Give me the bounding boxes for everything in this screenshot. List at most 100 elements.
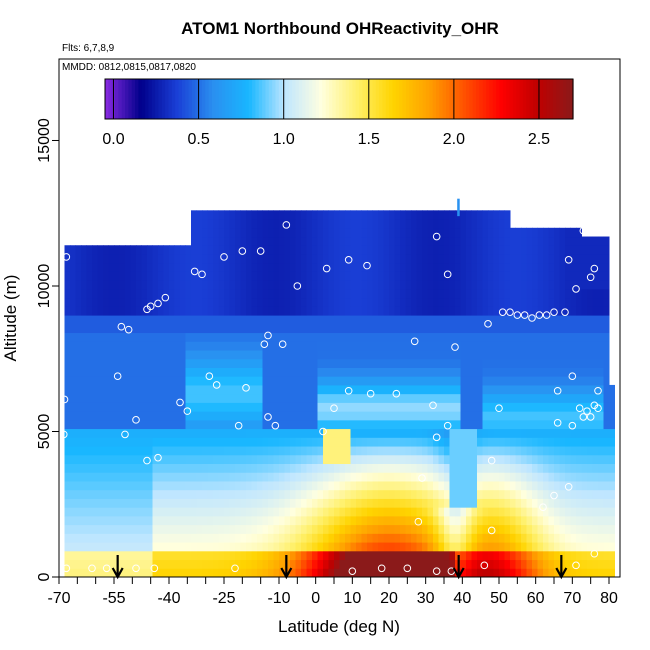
heatmap-cell [548, 498, 555, 508]
heatmap-cell [361, 498, 368, 508]
heatmap-cell [257, 446, 263, 456]
profile-point [377, 564, 386, 573]
heatmap-cell [559, 446, 566, 456]
heatmap-cell [334, 446, 340, 456]
heatmap-cell [64, 358, 71, 368]
heatmap-cell [471, 463, 478, 473]
heatmap-cell [207, 550, 214, 561]
heatmap-cell [262, 480, 269, 491]
heatmap-cell [257, 480, 263, 491]
heatmap-cell [246, 454, 252, 465]
heatmap-cell [202, 227, 208, 238]
heatmap-cell [235, 568, 241, 577]
heatmap-cell [251, 419, 258, 430]
heatmap-cell [372, 550, 379, 561]
heatmap-cell [455, 262, 461, 272]
heatmap-cell [119, 271, 126, 281]
heatmap-cell [416, 253, 423, 264]
heatmap-cell [444, 253, 450, 264]
heatmap-cell [70, 280, 76, 290]
heatmap-cell [312, 446, 318, 456]
profile-point [146, 302, 155, 311]
heatmap-cell [306, 280, 313, 290]
heatmap-cell [422, 315, 428, 325]
heatmap-cell [64, 568, 71, 577]
heatmap-cell [196, 402, 203, 412]
heatmap-cell [141, 559, 148, 569]
heatmap-cell [119, 472, 126, 482]
heatmap-cell [598, 341, 604, 351]
heatmap-cell [339, 262, 346, 272]
heatmap-cell [565, 280, 571, 290]
heatmap-cell [328, 376, 335, 386]
heatmap-cell [125, 315, 131, 325]
heatmap-cell [169, 306, 175, 316]
heatmap-cell [334, 350, 340, 360]
heatmap-cell [581, 280, 588, 290]
heatmap-cell [301, 480, 307, 491]
heatmap-cell [460, 498, 467, 508]
heatmap-cell [515, 271, 522, 281]
heatmap-cell [97, 498, 104, 508]
heatmap-cell [306, 472, 313, 482]
heatmap-cell [466, 524, 472, 534]
heatmap-cell [163, 306, 170, 316]
heatmap-cell [405, 315, 412, 325]
heatmap-cell [312, 437, 318, 447]
heatmap-cell [290, 288, 296, 299]
heatmap-cell [158, 498, 164, 508]
heatmap-cell [493, 507, 500, 517]
heatmap-cell [361, 219, 368, 229]
heatmap-cell [114, 376, 120, 386]
heatmap-cell [581, 498, 588, 508]
heatmap-cell [81, 402, 87, 412]
heatmap-cell [262, 446, 269, 456]
heatmap-cell [466, 358, 472, 368]
colorbar-swatch [429, 79, 434, 119]
heatmap-cell [493, 288, 500, 299]
heatmap-cell [262, 428, 269, 438]
heatmap-cell [411, 559, 417, 569]
heatmap-cell [103, 411, 109, 421]
heatmap-cell [361, 437, 368, 447]
heatmap-cell [273, 297, 280, 307]
heatmap-cell [477, 219, 483, 229]
heatmap-cell [169, 542, 175, 552]
heatmap-cell [350, 245, 357, 255]
heatmap-cell [147, 489, 153, 499]
heatmap-cell [75, 271, 82, 281]
heatmap-cell [416, 454, 423, 465]
heatmap-cell [323, 507, 329, 517]
heatmap-cell [75, 297, 82, 307]
heatmap-cell [213, 402, 219, 412]
y-tick-label: 5000 [36, 414, 53, 450]
heatmap-cell [477, 227, 483, 238]
heatmap-cell [64, 542, 71, 552]
heatmap-cell [438, 419, 445, 430]
heatmap-cell [559, 533, 566, 543]
heatmap-cell [295, 463, 302, 473]
heatmap-cell [565, 315, 571, 325]
heatmap-cell [466, 533, 472, 543]
heatmap-cell [361, 542, 368, 552]
heatmap-cell [235, 524, 241, 534]
heatmap-cell [433, 498, 439, 508]
heatmap-cell [526, 550, 533, 561]
heatmap-cell [411, 315, 417, 325]
heatmap-cell [218, 419, 225, 430]
heatmap-cell [306, 219, 313, 229]
heatmap-cell [97, 446, 104, 456]
heatmap-cell [240, 454, 247, 465]
heatmap-cell [119, 253, 126, 264]
heatmap-cell [609, 402, 615, 412]
heatmap-cell [389, 498, 395, 508]
heatmap-cell [202, 550, 208, 561]
heatmap-cell [235, 463, 241, 473]
heatmap-cell [301, 402, 307, 412]
heatmap-cell [273, 210, 280, 220]
heatmap-cell [196, 280, 203, 290]
heatmap-cell [218, 446, 225, 456]
heatmap-cell [328, 384, 335, 395]
heatmap-cell [493, 393, 500, 403]
heatmap-cell [504, 411, 511, 421]
